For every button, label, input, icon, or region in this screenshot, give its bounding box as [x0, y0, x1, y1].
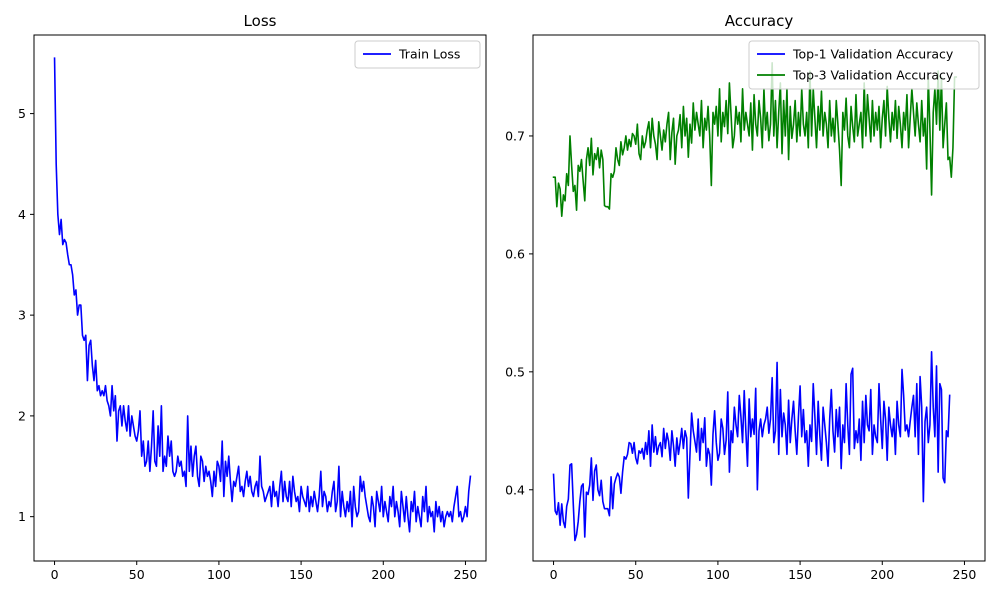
accuracy-axes-frame — [532, 34, 986, 562]
accuracy-y-tick-label: 0.7 — [505, 128, 525, 143]
loss-x-tick-label: 150 — [289, 567, 313, 582]
accuracy-x-tick-label: 200 — [870, 567, 894, 582]
train-loss-line — [53, 57, 472, 533]
loss-axes-frame — [33, 34, 487, 562]
accuracy-x-tick-label: 50 — [628, 567, 644, 582]
loss-x-tick-label: 200 — [371, 567, 395, 582]
loss-y-tick-label: 5 — [18, 106, 26, 121]
loss-y-tick-label: 1 — [18, 509, 26, 524]
loss-legend-box — [354, 40, 481, 69]
top1-accuracy-line — [552, 350, 951, 542]
loss-y-tick-label: 2 — [18, 408, 26, 423]
accuracy-chart-title: Accuracy — [725, 12, 794, 30]
loss-x-tick-label: 50 — [129, 567, 145, 582]
accuracy-legend-box — [748, 40, 980, 90]
loss-chart-title: Loss — [244, 12, 277, 30]
loss-y-tick-label: 4 — [18, 207, 26, 222]
loss-x-tick-label: 250 — [454, 567, 478, 582]
accuracy-subplot: Accuracy 0 50 100 150 200 250 0.4 0.5 0.6 0.7 Top-… — [505, 12, 986, 582]
accuracy-y-tick-label: 0.6 — [505, 246, 525, 261]
loss-subplot: Loss 0 50 100 150 200 250 1 2 3 4 5 Train Loss — [18, 12, 487, 582]
accuracy-y-tick-label: 0.4 — [505, 482, 525, 497]
loss-x-tick-label: 100 — [207, 567, 231, 582]
train-loss-legend-label: Train Loss — [398, 47, 460, 62]
accuracy-x-tick-label: 0 — [550, 567, 558, 582]
accuracy-x-tick-label: 100 — [706, 567, 730, 582]
top1-accuracy-legend-label: Top-1 Validation Accuracy — [792, 47, 954, 62]
top3-accuracy-legend-label: Top-3 Validation Accuracy — [792, 68, 954, 83]
accuracy-legend: Top-1 Validation Accuracy Top-3 Validatio… — [748, 40, 980, 90]
loss-x-tick-label: 0 — [51, 567, 59, 582]
loss-legend: Train Loss — [354, 40, 481, 69]
accuracy-x-tick-label: 150 — [788, 567, 812, 582]
accuracy-x-tick-label: 250 — [953, 567, 977, 582]
top3-accuracy-line — [552, 62, 958, 217]
accuracy-y-tick-label: 0.5 — [505, 364, 525, 379]
loss-y-tick-label: 3 — [18, 308, 26, 323]
